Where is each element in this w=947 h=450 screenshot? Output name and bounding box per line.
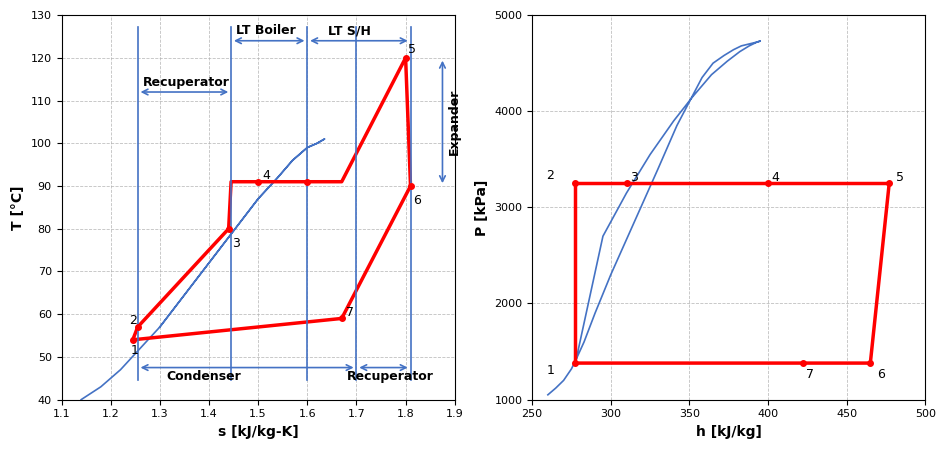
Text: LT Boiler: LT Boiler [236, 24, 295, 37]
Text: LT S/H: LT S/H [328, 24, 370, 37]
X-axis label: s [kJ/kg-K]: s [kJ/kg-K] [218, 425, 298, 439]
Text: Recuperator: Recuperator [143, 76, 229, 89]
Text: 7: 7 [806, 368, 813, 381]
Text: Condenser: Condenser [167, 370, 241, 383]
Y-axis label: T [°C]: T [°C] [11, 185, 26, 230]
Text: 6: 6 [877, 368, 884, 381]
Y-axis label: P [kPa]: P [kPa] [474, 179, 489, 235]
X-axis label: h [kJ/kg]: h [kJ/kg] [696, 425, 761, 439]
Text: 2: 2 [129, 314, 136, 327]
Text: 7: 7 [346, 306, 353, 319]
Text: Expander: Expander [447, 89, 460, 155]
Text: 3: 3 [233, 237, 241, 250]
Text: 4: 4 [771, 171, 779, 184]
Text: 6: 6 [413, 194, 420, 207]
Text: 5: 5 [408, 43, 416, 56]
Text: 1: 1 [131, 344, 138, 357]
Text: 5: 5 [896, 171, 903, 184]
Text: 3: 3 [630, 171, 637, 184]
Text: Recuperator: Recuperator [347, 370, 434, 383]
Text: 1: 1 [546, 364, 554, 377]
Text: 2: 2 [546, 169, 554, 182]
Text: 4: 4 [262, 169, 270, 182]
